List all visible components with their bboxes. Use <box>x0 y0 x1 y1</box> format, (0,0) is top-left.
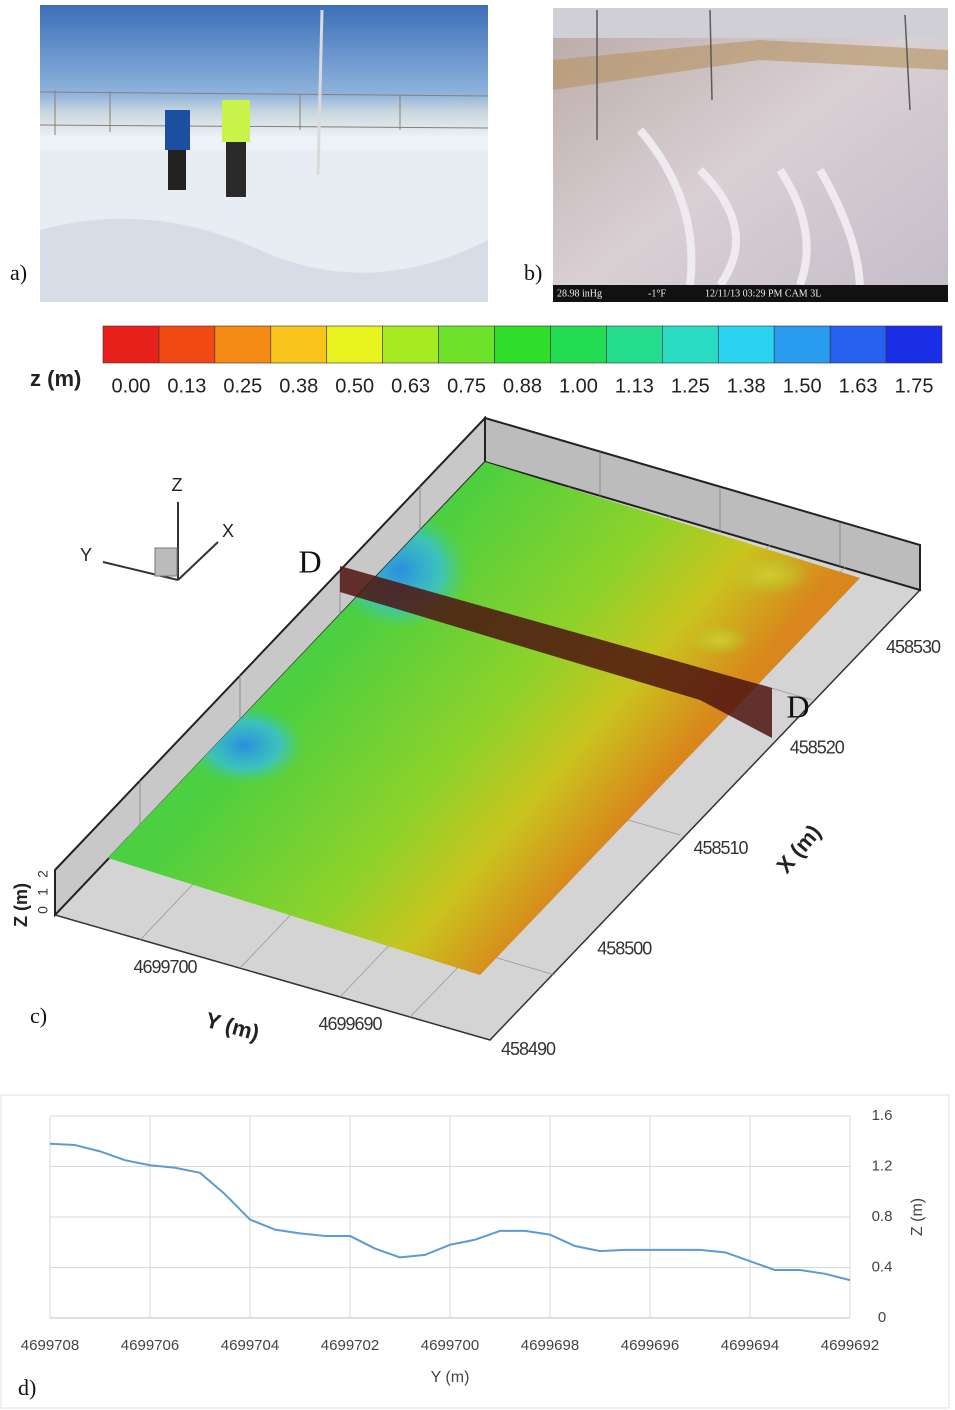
x-axis-label: X (m) <box>771 820 826 878</box>
colorbar-swatch <box>773 325 831 364</box>
colorbar-swatch <box>829 325 887 364</box>
section-label: D <box>298 543 321 579</box>
axis-triad <box>102 502 219 581</box>
z-tick-label: 0 <box>35 906 51 914</box>
section-d <box>340 566 772 738</box>
y-tick-label: 0 <box>878 1309 886 1326</box>
z-axis-label: Z (m) <box>11 883 31 927</box>
colorbar-tick-label: 0.75 <box>447 375 486 397</box>
y-axis-label: Y (m) <box>203 1007 262 1045</box>
y-tick-label: 4699700 <box>133 957 197 977</box>
y-tick-label: 4699690 <box>318 1014 382 1034</box>
colorbar-tick-label: 0.38 <box>279 375 318 397</box>
y-axis-label: Z (m) <box>909 1198 926 1236</box>
x-axis-label: Y (m) <box>431 1369 470 1386</box>
x-tick-label: 4699696 <box>621 1337 679 1354</box>
photo-b <box>553 8 948 302</box>
colorbar-label: z (m) <box>30 366 81 391</box>
colorbar-swatch <box>102 325 160 364</box>
chart-frame <box>0 1094 950 1409</box>
colorbar-tick-label: 1.75 <box>895 375 934 397</box>
panel-label: b) <box>524 260 542 285</box>
colorbar-tick-label: 0.00 <box>111 375 150 397</box>
triad-label: X <box>222 521 234 541</box>
colorbar-swatch <box>382 325 439 364</box>
x-tick-label: 458490 <box>501 1039 556 1059</box>
colorbar-tick-label: 0.88 <box>503 375 542 397</box>
colorbar-swatch <box>214 325 272 364</box>
x-tick-label: 4699708 <box>21 1337 79 1354</box>
camera-overlay: 12/11/13 03:29 PM CAM 3L <box>705 288 821 299</box>
x-tick-label: 4699694 <box>721 1337 779 1354</box>
x-tick-label: 4699698 <box>521 1337 579 1354</box>
camera-overlay: -1°F <box>648 288 666 299</box>
colorbar-tick-label: 0.25 <box>223 375 262 397</box>
colorbar-swatch <box>606 325 663 364</box>
camera-overlay: 28.98 inHg <box>557 288 602 299</box>
triad-label: Z <box>172 475 183 495</box>
x-tick-label: 458510 <box>693 838 748 858</box>
y-tick-label: 1.6 <box>872 1107 893 1124</box>
triad-label: Y <box>80 545 92 565</box>
colorbar-swatch <box>270 325 328 364</box>
colorbar-swatch <box>438 325 495 364</box>
colorbar-tick-label: 1.00 <box>559 375 598 397</box>
y-tick-label: 1.2 <box>872 1157 893 1174</box>
colorbar-tick-label: 0.13 <box>167 375 206 397</box>
colorbar-tick-label: 0.50 <box>335 375 374 397</box>
x-tick-label: 4699706 <box>121 1337 179 1354</box>
photo-a <box>39 5 489 302</box>
x-tick-label: 4699704 <box>221 1337 279 1354</box>
colorbar-tick-label: 1.38 <box>727 375 766 397</box>
x-tick-label: 458500 <box>597 938 652 958</box>
x-tick-label: 4699702 <box>321 1337 379 1354</box>
panel-label: c) <box>30 1003 47 1028</box>
colorbar-swatch <box>550 325 607 364</box>
y-tick-label: 0.8 <box>872 1208 893 1225</box>
z-tick-label: 2 <box>35 870 51 878</box>
data-line <box>49 1142 851 1282</box>
colorbar-swatch <box>662 325 719 364</box>
x-tick-label: 4699692 <box>821 1337 879 1354</box>
colorbar-tick-label: 1.63 <box>839 375 878 397</box>
panel-label: d) <box>18 1375 36 1400</box>
x-tick-label: 458530 <box>886 637 941 657</box>
panel-label: a) <box>10 260 27 285</box>
colorbar-swatch <box>885 325 943 364</box>
x-tick-label: 4699700 <box>421 1337 479 1354</box>
x-tick-label: 458520 <box>790 737 845 757</box>
y-tick-label: 0.4 <box>872 1258 893 1275</box>
colorbar-swatch <box>494 325 551 364</box>
colorbar-swatch <box>158 325 216 364</box>
colorbar-swatch <box>717 325 775 364</box>
colorbar-tick-label: 1.25 <box>671 375 710 397</box>
colorbar-tick-label: 0.63 <box>391 375 430 397</box>
colorbar-tick-label: 1.50 <box>783 375 822 397</box>
section-label: D <box>786 688 809 724</box>
z-tick-label: 1 <box>35 888 51 896</box>
colorbar-swatch <box>326 325 383 364</box>
colorbar-tick-label: 1.13 <box>615 375 654 397</box>
